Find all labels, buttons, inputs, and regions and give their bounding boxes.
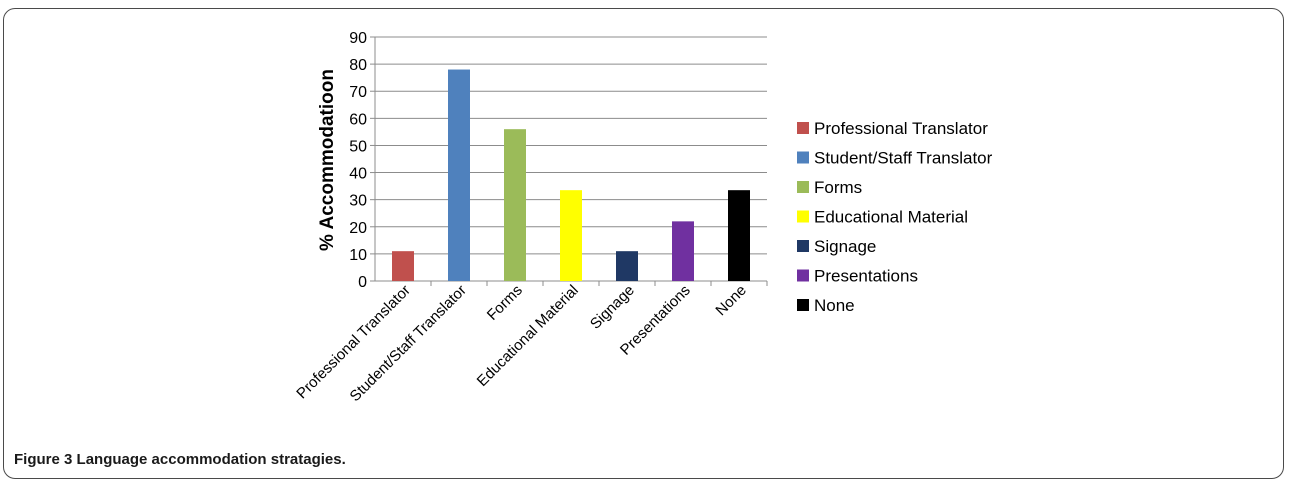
legend-label: Educational Material [814,208,968,227]
legend-label: Presentations [814,267,918,286]
y-tick-label: 20 [349,220,367,237]
y-tick-label: 40 [349,166,367,183]
chart-legend: Professional Translator Student/Staff Tra… [797,119,993,315]
y-axis-ticks: 0 10 20 30 40 50 60 70 80 90 [349,30,375,291]
y-tick-label: 0 [358,274,367,291]
legend-label: Professional Translator [814,119,988,138]
legend-swatch [797,210,809,223]
bar [504,129,526,281]
bar [672,221,694,281]
legend-swatch [797,122,809,134]
bar [448,69,470,282]
figure-caption-text: Language accommodation stratagies. [76,451,346,468]
x-tick-label: Forms [484,282,526,324]
legend-swatch [797,151,809,164]
figure-frame [3,8,1284,479]
y-tick-label: 30 [349,193,367,210]
legend-swatch [797,269,809,282]
chart-bars [392,69,750,282]
bar [616,251,638,281]
x-tick-label: Professional Translator [293,282,413,402]
y-tick-label: 90 [349,30,367,47]
legend-label: None [814,296,855,315]
y-tick-label: 80 [349,57,367,74]
legend-label: Signage [814,237,876,256]
legend-swatch [797,299,809,311]
y-tick-label: 50 [349,138,367,155]
figure-label: Figure 3 [14,451,73,468]
chart-gridlines [374,36,767,282]
y-tick-label: 70 [349,84,367,101]
x-tick-label: Signage [587,282,638,333]
legend-swatch [797,181,809,193]
y-tick-label: 60 [349,111,367,128]
bar [560,190,582,281]
y-axis-label: % Accommodatioon [317,69,338,251]
legend-label: Forms [814,178,862,197]
bar [392,251,414,281]
x-tick-label: None [712,282,749,319]
x-tick-label: Educational Material [474,282,582,390]
legend-swatch [797,240,809,252]
bar [728,190,750,281]
figure-caption: Figure 3 Language accommodation stratagi… [14,451,346,468]
legend-label: Student/Staff Translator [814,149,993,168]
x-tick-label: Student/Staff Translator [347,282,470,405]
y-tick-label: 10 [349,247,367,264]
